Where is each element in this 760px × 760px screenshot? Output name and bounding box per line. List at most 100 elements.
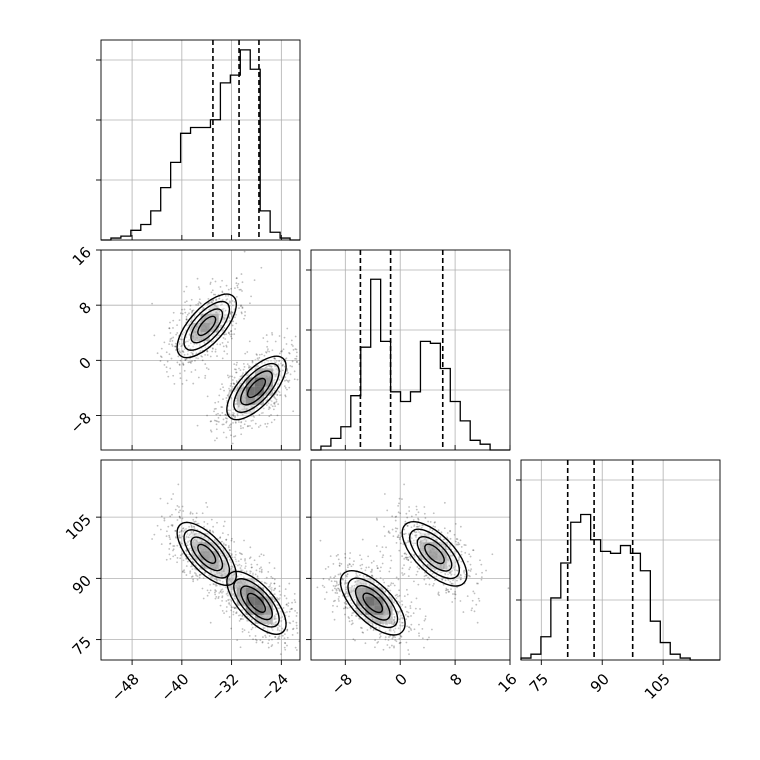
sample-point	[265, 636, 267, 639]
sample-point	[247, 373, 249, 376]
sample-point	[206, 350, 209, 353]
sample-point	[179, 509, 181, 512]
sample-point	[224, 338, 227, 340]
sample-point	[263, 361, 266, 364]
sample-point	[397, 595, 399, 598]
sample-point	[443, 527, 446, 530]
sample-point	[349, 552, 352, 554]
sample-point	[456, 538, 459, 541]
sample-point	[239, 618, 242, 621]
sample-point	[178, 506, 180, 508]
sample-point	[275, 360, 278, 362]
sample-point	[204, 353, 207, 356]
sample-point	[185, 565, 188, 567]
sample-point	[229, 559, 231, 562]
sample-point	[181, 382, 184, 385]
sample-point	[424, 560, 427, 563]
sample-point	[286, 644, 288, 647]
sample-point	[223, 543, 225, 546]
sample-point	[286, 370, 289, 372]
sample-point	[189, 329, 192, 332]
sample-point	[243, 250, 246, 253]
sample-point	[175, 536, 177, 538]
sample-point	[378, 633, 381, 636]
sample-point	[156, 524, 159, 527]
sample-point	[369, 627, 372, 630]
sample-point	[197, 304, 199, 307]
sample-point	[224, 417, 227, 419]
sample-point	[262, 411, 264, 414]
sample-point	[175, 333, 178, 336]
sample-point	[170, 498, 173, 500]
sample-point	[402, 543, 405, 546]
sample-point	[264, 634, 267, 637]
sample-point	[189, 557, 192, 560]
sample-point	[418, 567, 421, 570]
sample-point	[268, 585, 271, 588]
sample-point	[219, 388, 222, 391]
sample-point	[232, 414, 235, 417]
sample-point	[219, 414, 222, 417]
sample-point	[280, 620, 283, 623]
sample-point	[365, 566, 368, 569]
sample-point	[398, 601, 401, 604]
sample-point	[407, 626, 410, 629]
sample-point	[388, 570, 391, 573]
sample-point	[333, 587, 336, 590]
sample-point	[221, 540, 223, 543]
sample-point	[180, 338, 183, 341]
sample-point	[389, 555, 392, 557]
density-bin-dark	[200, 550, 210, 561]
sample-point	[435, 538, 437, 541]
sample-point	[268, 415, 271, 418]
sample-point	[198, 288, 201, 290]
sample-point	[253, 559, 256, 562]
sample-point	[243, 365, 246, 368]
sample-point	[247, 367, 250, 369]
sample-point	[179, 351, 182, 354]
sample-point	[231, 379, 234, 381]
sample-point	[219, 604, 222, 607]
sample-point	[261, 640, 264, 643]
sample-point	[241, 628, 244, 630]
sample-point	[235, 322, 238, 325]
sample-point	[227, 341, 229, 344]
sample-point	[332, 604, 334, 607]
sample-point	[224, 544, 227, 546]
sample-point	[165, 351, 168, 354]
contour-line	[233, 578, 280, 628]
sample-point	[185, 574, 188, 576]
sample-point	[391, 528, 394, 531]
sample-point	[410, 526, 413, 529]
sample-point	[409, 607, 412, 610]
density-bin	[254, 614, 265, 624]
sample-point	[225, 600, 228, 602]
sample-point	[265, 582, 268, 585]
sample-point	[264, 423, 267, 425]
sample-point	[350, 602, 353, 605]
sample-point	[159, 360, 162, 362]
sample-point	[264, 582, 267, 584]
density-bin	[356, 569, 366, 579]
sample-point	[437, 529, 440, 532]
sample-point	[206, 303, 209, 306]
sample-point	[191, 309, 194, 312]
sample-point	[179, 372, 181, 375]
sample-point	[226, 352, 229, 355]
sample-point	[185, 358, 188, 360]
sample-point	[244, 565, 247, 568]
sample-point	[391, 515, 394, 518]
sample-point	[292, 348, 295, 351]
density-bin-dark	[437, 560, 447, 570]
sample-point	[399, 610, 402, 613]
sample-point	[273, 381, 276, 384]
sample-point	[393, 618, 396, 621]
sample-point	[182, 363, 185, 366]
sample-point	[288, 610, 291, 613]
sample-point	[214, 591, 216, 594]
sample-point	[454, 550, 457, 553]
sample-point	[192, 578, 195, 581]
x-tick-label: 90	[587, 670, 613, 696]
sample-point	[172, 336, 175, 339]
